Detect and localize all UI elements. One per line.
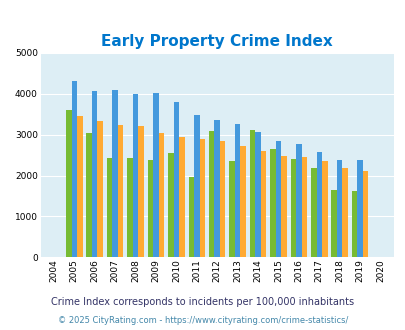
Bar (310, 168, 316, 257)
Bar (290, 159, 295, 257)
Bar (179, 137, 184, 257)
Bar (342, 168, 347, 257)
Bar (301, 157, 307, 257)
Bar (220, 141, 225, 257)
Bar (234, 124, 240, 257)
Title: Early Property Crime Index: Early Property Crime Index (101, 34, 332, 49)
Bar (107, 158, 112, 257)
Bar (158, 133, 164, 257)
Bar (275, 141, 281, 257)
Bar (229, 161, 234, 257)
Bar (330, 190, 336, 257)
Bar (260, 151, 266, 257)
Bar (153, 93, 158, 257)
Bar (71, 82, 77, 257)
Bar (209, 131, 214, 257)
Bar (92, 91, 97, 257)
Bar (147, 160, 153, 257)
Bar (295, 144, 301, 257)
Bar (255, 132, 260, 257)
Bar (66, 110, 71, 257)
Bar (188, 177, 194, 257)
Bar (138, 126, 143, 257)
Bar (249, 130, 255, 257)
Bar (321, 161, 327, 257)
Bar (351, 191, 356, 257)
Bar (362, 171, 367, 257)
Bar (336, 160, 342, 257)
Bar (97, 121, 103, 257)
Bar (316, 152, 321, 257)
Bar (356, 160, 362, 257)
Bar (168, 153, 173, 257)
Bar (240, 146, 245, 257)
Bar (127, 158, 132, 257)
Bar (77, 116, 82, 257)
Bar (199, 139, 205, 257)
Bar (214, 120, 220, 257)
Bar (270, 148, 275, 257)
Bar (281, 155, 286, 257)
Text: © 2025 CityRating.com - https://www.cityrating.com/crime-statistics/: © 2025 CityRating.com - https://www.city… (58, 316, 347, 325)
Bar (117, 125, 123, 257)
Bar (132, 94, 138, 257)
Bar (86, 133, 92, 257)
Bar (194, 115, 199, 257)
Bar (112, 90, 117, 257)
Bar (173, 102, 179, 257)
Text: Crime Index corresponds to incidents per 100,000 inhabitants: Crime Index corresponds to incidents per… (51, 297, 354, 307)
